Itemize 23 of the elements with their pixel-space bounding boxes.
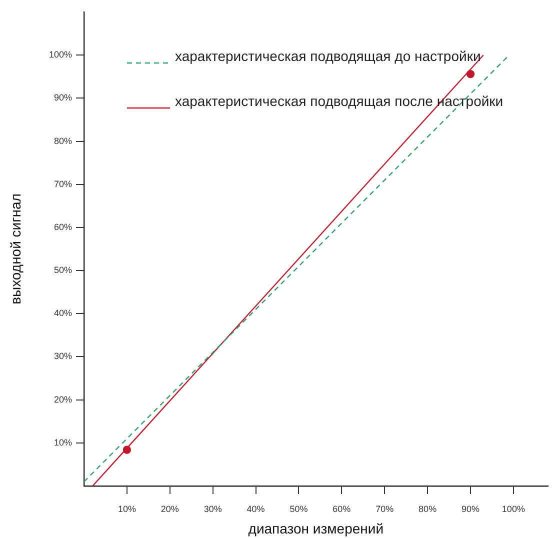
y-axis-title: выходной сигнал: [7, 194, 24, 304]
x-tick-label: 70%: [376, 504, 394, 514]
legend-label: характеристическая подводящая до настройки: [175, 48, 481, 64]
y-tick-label: 90%: [54, 92, 72, 103]
y-tick-label: 50%: [54, 265, 72, 276]
y-tick-label: 60%: [54, 222, 72, 232]
y-tick-label: 40%: [54, 308, 72, 318]
x-tick-label: 30%: [204, 504, 222, 514]
y-tick-label: 80%: [54, 136, 72, 146]
x-tick-label: 10%: [118, 504, 136, 514]
x-tick-label: 90%: [461, 504, 480, 514]
y-tick-label: 20%: [54, 394, 72, 404]
x-tick-label: 20%: [160, 504, 179, 514]
x-tick-label: 50%: [290, 504, 308, 514]
x-tick-label: 60%: [332, 504, 351, 514]
x-tick-label: 80%: [418, 504, 437, 514]
y-tick-label: 70%: [54, 178, 72, 189]
y-tick-label: 100%: [48, 50, 72, 60]
x-tick-label: 40%: [246, 504, 265, 514]
y-tick-label: 10%: [54, 437, 72, 448]
x-tick-label: 100%: [502, 504, 525, 514]
x-axis-title: диапазон измерений: [248, 520, 384, 536]
y-tick-label: 30%: [54, 351, 72, 362]
